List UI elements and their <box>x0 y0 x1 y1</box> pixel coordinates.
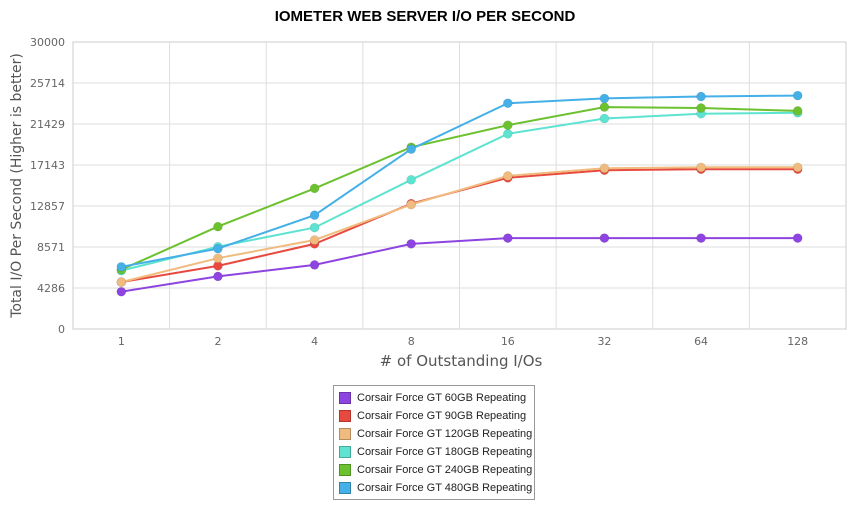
legend-item: Corsair Force GT 240GB Repeating <box>334 461 534 479</box>
y-tick-label: 4286 <box>37 282 65 295</box>
legend-label: Corsair Force GT 90GB Repeating <box>357 410 527 422</box>
data-point <box>792 106 803 116</box>
x-axis-label: # of Outstanding I/Os <box>380 352 543 370</box>
x-tick-label: 1 <box>118 335 125 348</box>
data-point <box>116 262 127 272</box>
x-tick-label: 128 <box>787 335 808 348</box>
legend-item: Corsair Force GT 60GB Repeating <box>334 389 534 407</box>
y-tick-label: 25714 <box>30 77 65 90</box>
data-point <box>406 199 416 210</box>
series-group <box>116 90 803 297</box>
data-point <box>696 103 706 113</box>
legend-swatch <box>339 428 351 440</box>
legend-label: Corsair Force GT 180GB Repeating <box>357 446 533 458</box>
data-point <box>116 286 127 297</box>
data-point <box>792 233 803 243</box>
data-point <box>309 222 320 233</box>
data-point <box>792 90 803 101</box>
legend-label: Corsair Force GT 120GB Repeating <box>357 428 533 440</box>
data-point <box>599 93 610 104</box>
y-tick-labels: 0 4286 8571 12857 17143 21429 25714 30000 <box>30 36 65 336</box>
data-point <box>696 233 706 243</box>
data-point <box>503 129 513 139</box>
data-point <box>213 221 223 232</box>
data-point <box>213 253 223 263</box>
data-point <box>309 260 320 270</box>
legend-swatch <box>339 410 351 422</box>
y-tick-label: 21429 <box>30 118 65 131</box>
x-tick-label: 64 <box>694 335 708 348</box>
data-point <box>503 233 513 243</box>
legend-item: Corsair Force GT 480GB Repeating <box>334 479 534 497</box>
data-point <box>599 102 610 112</box>
data-point <box>213 271 223 282</box>
x-tick-label: 16 <box>501 335 515 348</box>
data-point <box>406 239 416 249</box>
legend-swatch <box>339 482 351 494</box>
x-tick-labels: 1 2 4 8 16 32 64 128 <box>118 335 808 348</box>
legend-item: Corsair Force GT 90GB Repeating <box>334 407 534 425</box>
y-tick-label: 17143 <box>30 159 65 172</box>
y-tick-label: 0 <box>58 323 65 336</box>
data-point <box>116 277 127 287</box>
x-tick-label: 4 <box>311 335 318 348</box>
data-point <box>599 113 610 124</box>
data-point <box>309 183 320 194</box>
y-tick-label: 8571 <box>37 241 65 254</box>
x-tick-label: 2 <box>214 335 221 348</box>
legend-label: Corsair Force GT 240GB Repeating <box>357 464 533 476</box>
legend: Corsair Force GT 60GB Repeating Corsair F… <box>333 385 535 500</box>
data-point <box>309 235 320 245</box>
data-point <box>213 243 223 254</box>
legend-label: Corsair Force GT 60GB Repeating <box>357 392 527 404</box>
series <box>116 102 803 275</box>
data-point <box>696 91 706 102</box>
chart-title: IOMETER WEB SERVER I/O PER SECOND <box>274 8 576 25</box>
legend-swatch <box>339 446 351 458</box>
series-line <box>121 166 798 284</box>
data-point <box>309 210 320 220</box>
series-line <box>120 106 798 271</box>
series <box>116 90 803 272</box>
legend-item: Corsair Force GT 180GB Repeating <box>334 443 534 461</box>
series-line <box>121 237 798 293</box>
y-tick-label: 30000 <box>30 36 65 49</box>
x-tick-label: 32 <box>597 335 611 348</box>
y-tick-label: 12857 <box>30 200 65 213</box>
series <box>116 162 803 287</box>
data-point <box>599 163 610 174</box>
data-point <box>406 144 416 154</box>
data-point <box>792 162 803 173</box>
data-point <box>503 120 513 130</box>
legend-swatch <box>339 464 351 476</box>
data-point <box>406 175 416 185</box>
series <box>116 233 803 297</box>
legend-label: Corsair Force GT 480GB Repeating <box>357 482 533 494</box>
legend-item: Corsair Force GT 120GB Repeating <box>334 425 534 443</box>
data-point <box>503 171 513 181</box>
data-point <box>599 233 610 243</box>
data-point <box>503 98 513 108</box>
series-line <box>121 94 798 268</box>
y-axis-label: Total I/O Per Second (Higher is better) <box>9 53 25 319</box>
x-tick-label: 8 <box>408 335 415 348</box>
data-point <box>696 162 706 173</box>
gridlines <box>73 42 846 329</box>
legend-swatch <box>339 392 351 404</box>
